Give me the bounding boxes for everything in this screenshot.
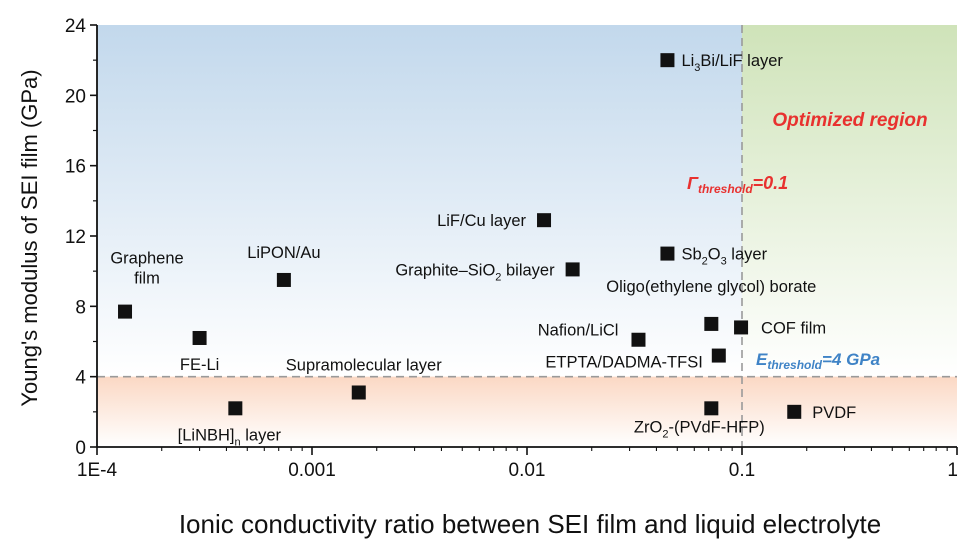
gamma-threshold-label: Γthreshold=0.1 (687, 173, 788, 196)
point-label: [LiNBH]n layer (178, 426, 282, 448)
point-label-text: Supramolecular layer (286, 356, 442, 374)
point-label-text: Li (681, 52, 694, 70)
point-label-sub: n (235, 436, 241, 448)
point-label: ETPTA/DADMA-TFSI (545, 354, 702, 372)
data-point (192, 330, 207, 345)
point-label-text: Graphite–SiO (395, 261, 495, 279)
y-tick-label: 16 (65, 157, 86, 178)
point-label-text: COF film (761, 319, 826, 337)
point-label: Graphite–SiO2 bilayer (395, 261, 555, 283)
point-label: Supramolecular layer (286, 356, 442, 374)
y-tick-label: 20 (65, 86, 86, 107)
y-tick-label: 12 (65, 227, 86, 248)
data-point (537, 213, 552, 228)
point-label-text: ZrO (634, 418, 663, 436)
point-label-text: -(PVdF-HFP) (668, 418, 764, 436)
data-point (276, 272, 291, 287)
point-label-sub: 2 (495, 271, 501, 283)
x-tick-label: 0.1 (729, 460, 755, 481)
gamma-symbol: Γ (687, 173, 699, 193)
point-label: FE-Li (180, 356, 219, 374)
point-label: LiPON/Au (247, 244, 320, 262)
e-symbol: E (756, 350, 768, 369)
point-label-text: layer (241, 426, 282, 444)
point-label-text: LiF/Cu layer (437, 212, 526, 230)
point-label-text: Sb (681, 246, 701, 264)
y-axis-label: Young's modulus of SEI film (GPa) (17, 69, 42, 406)
data-point (118, 304, 133, 319)
point-label-text: Nafion/LiCl (538, 322, 619, 340)
data-point (787, 404, 802, 419)
y-tick-label: 4 (75, 368, 86, 389)
high-modulus-region (97, 25, 742, 377)
data-point (704, 316, 719, 331)
point-label-line: Graphene (110, 250, 183, 268)
x-tick-label: 0.001 (288, 460, 336, 481)
optimized-region-label: Optimized region (772, 110, 927, 131)
point-label-text: LiPON/Au (247, 244, 320, 262)
data-point (711, 348, 726, 363)
y-tick-label: 24 (65, 16, 87, 37)
x-axis-label: Ionic conductivity ratio between SEI fil… (179, 509, 881, 539)
point-label-text: Oligo(ethylene glycol) borate (606, 278, 816, 296)
point-label: Sb2O3 layer (681, 246, 767, 268)
data-point (660, 53, 675, 68)
point-label-text: FE-Li (180, 356, 219, 374)
data-point (704, 401, 719, 416)
point-label-text: O (708, 246, 721, 264)
point-label-sub: 2 (662, 428, 668, 440)
point-label-sub: 2 (702, 256, 708, 268)
point-label: COF film (761, 319, 826, 337)
point-label-line: film (134, 270, 160, 288)
data-point (631, 332, 646, 347)
e-value: =4 GPa (822, 350, 880, 369)
point-label-sub: 3 (721, 256, 727, 268)
point-label-text: [LiNBH] (178, 426, 235, 444)
gamma-value: =0.1 (753, 173, 789, 193)
point-label-sub: 3 (694, 62, 700, 74)
point-label-text: ETPTA/DADMA-TFSI (545, 354, 702, 372)
x-tick-label: 1E-4 (77, 460, 118, 481)
point-label: Oligo(ethylene glycol) borate (606, 278, 816, 296)
point-label: PVDF (812, 404, 856, 422)
e-threshold-label: Ethreshold=4 GPa (756, 350, 880, 372)
point-label-text: Bi/LiF layer (700, 52, 783, 70)
point-label: Li3Bi/LiF layer (681, 52, 783, 74)
gamma-subscript: threshold (698, 182, 753, 196)
x-tick-label: 0.01 (509, 460, 546, 481)
x-tick-label: 1 (947, 460, 958, 481)
data-point (565, 262, 580, 277)
data-point (351, 385, 366, 400)
point-label-text: bilayer (501, 261, 555, 279)
data-point (228, 401, 243, 416)
point-label: ZrO2-(PVdF-HFP) (634, 418, 765, 440)
e-subscript: threshold (767, 358, 822, 372)
y-tick-label: 0 (75, 438, 86, 459)
y-tick-label: 8 (75, 297, 86, 318)
optimized-region (742, 25, 957, 377)
data-point (660, 246, 675, 261)
point-label-text: layer (727, 246, 768, 264)
point-label-text: PVDF (812, 404, 856, 422)
point-label: Nafion/LiCl (538, 322, 619, 340)
point-label: LiF/Cu layer (437, 212, 526, 230)
data-point (734, 320, 749, 335)
point-label: Graphene film (110, 250, 183, 288)
